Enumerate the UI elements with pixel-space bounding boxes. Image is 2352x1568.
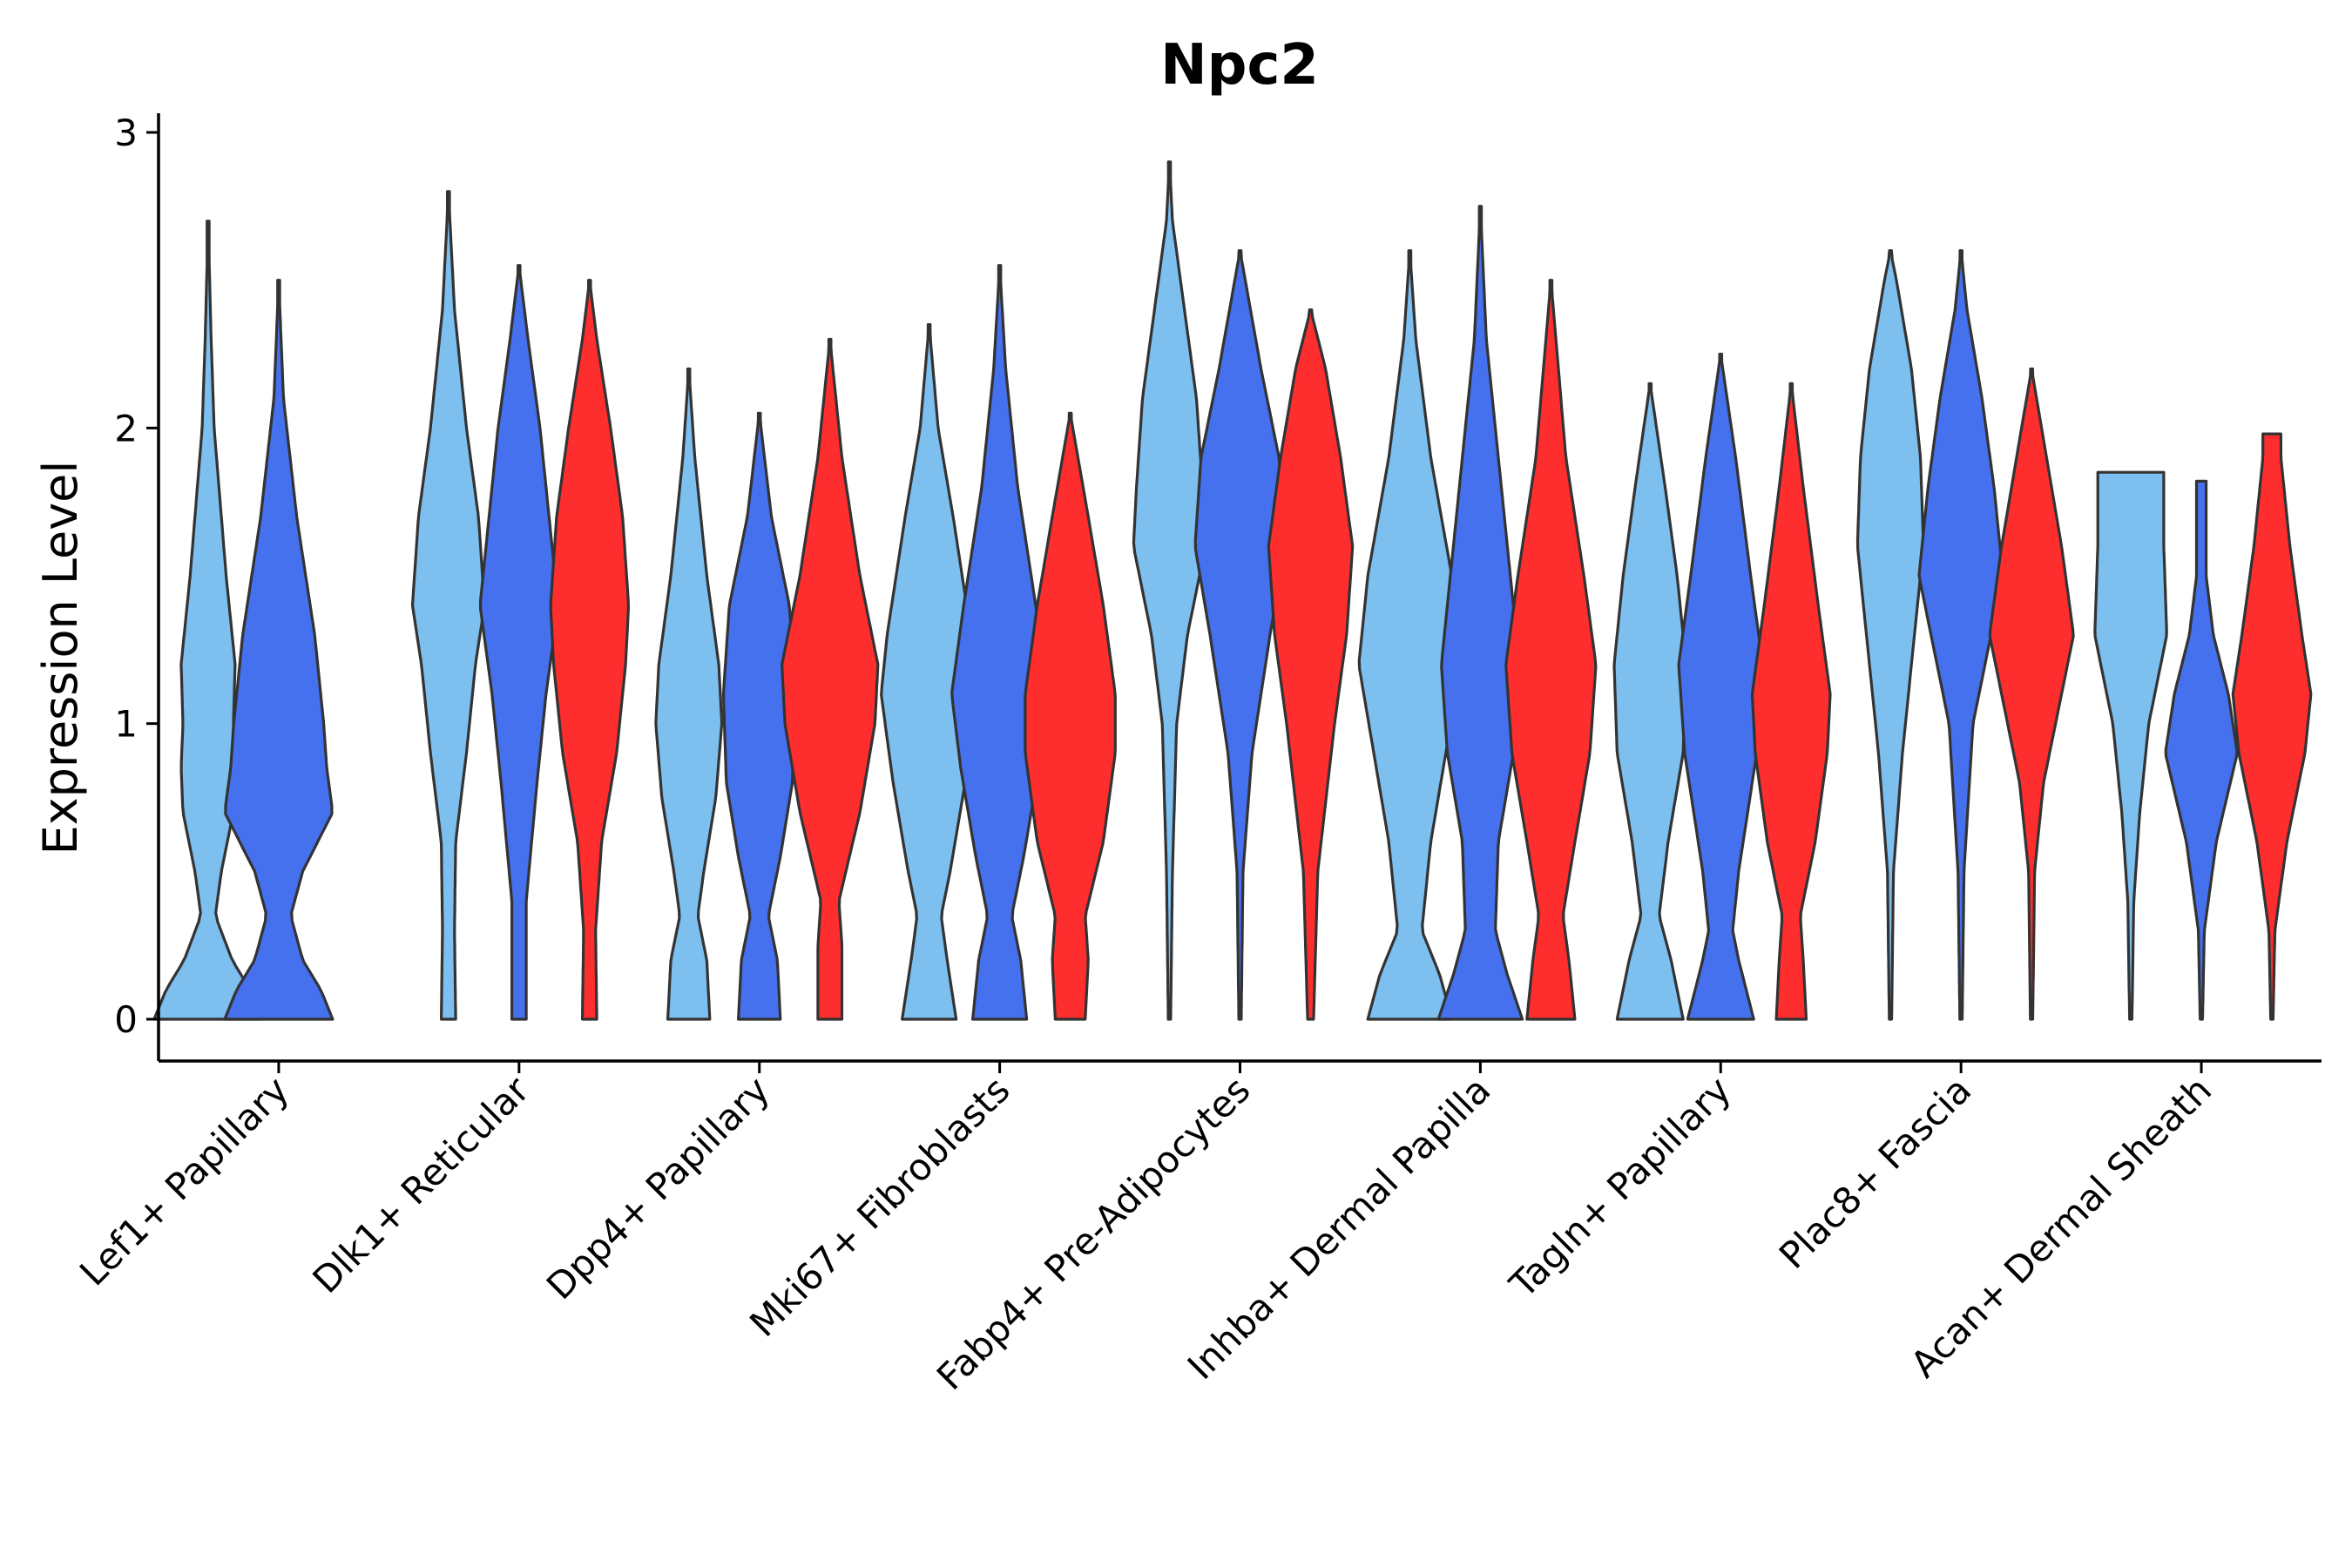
violin — [410, 190, 486, 1021]
violin — [781, 337, 880, 1021]
x-tick-label: Mki67+ Fibroblasts — [741, 1068, 1017, 1344]
y-tick-label: 0 — [114, 998, 138, 1041]
x-tick-label: Dlk1+ Reticular — [304, 1068, 537, 1301]
violin — [654, 367, 724, 1021]
y-tick-label: 1 — [114, 703, 138, 746]
violin — [1988, 367, 2075, 1021]
violins-group — [152, 160, 2313, 1021]
violin — [1917, 249, 2004, 1021]
violin — [549, 279, 630, 1021]
violin — [1612, 382, 1688, 1021]
y-axis-label: Expression Level — [33, 461, 88, 855]
violin — [1024, 411, 1117, 1021]
violin — [880, 323, 979, 1021]
violin — [2231, 432, 2313, 1021]
violin — [1855, 249, 1925, 1021]
x-axis: Lef1+ Papillary Dlk1+ Reticular Dpp4+ Papi… — [71, 1059, 2322, 1398]
violin — [223, 279, 335, 1021]
violin — [1504, 279, 1598, 1021]
violin — [2164, 479, 2239, 1021]
violin — [479, 264, 559, 1021]
violin — [1436, 205, 1524, 1021]
violin — [2093, 470, 2168, 1021]
x-tick-label: Lef1+ Papillary — [71, 1068, 297, 1294]
violin — [1193, 249, 1287, 1021]
x-tick-label: Plac8+ Fascia — [1771, 1068, 1979, 1276]
y-tick-label: 3 — [114, 112, 138, 154]
violin — [1357, 249, 1463, 1021]
y-tick-label: 2 — [114, 407, 138, 449]
x-tick-label: Tagln+ Papillary — [1501, 1068, 1739, 1306]
violin — [1267, 308, 1355, 1021]
chart-title: Npc2 — [1160, 33, 1319, 98]
y-axis: 0 1 2 3 — [114, 112, 160, 1061]
violin — [1677, 352, 1765, 1021]
violin — [1750, 382, 1832, 1021]
violin — [1132, 160, 1207, 1021]
x-tick-label: Dpp4+ Papillary — [538, 1068, 778, 1308]
violin — [721, 411, 797, 1021]
